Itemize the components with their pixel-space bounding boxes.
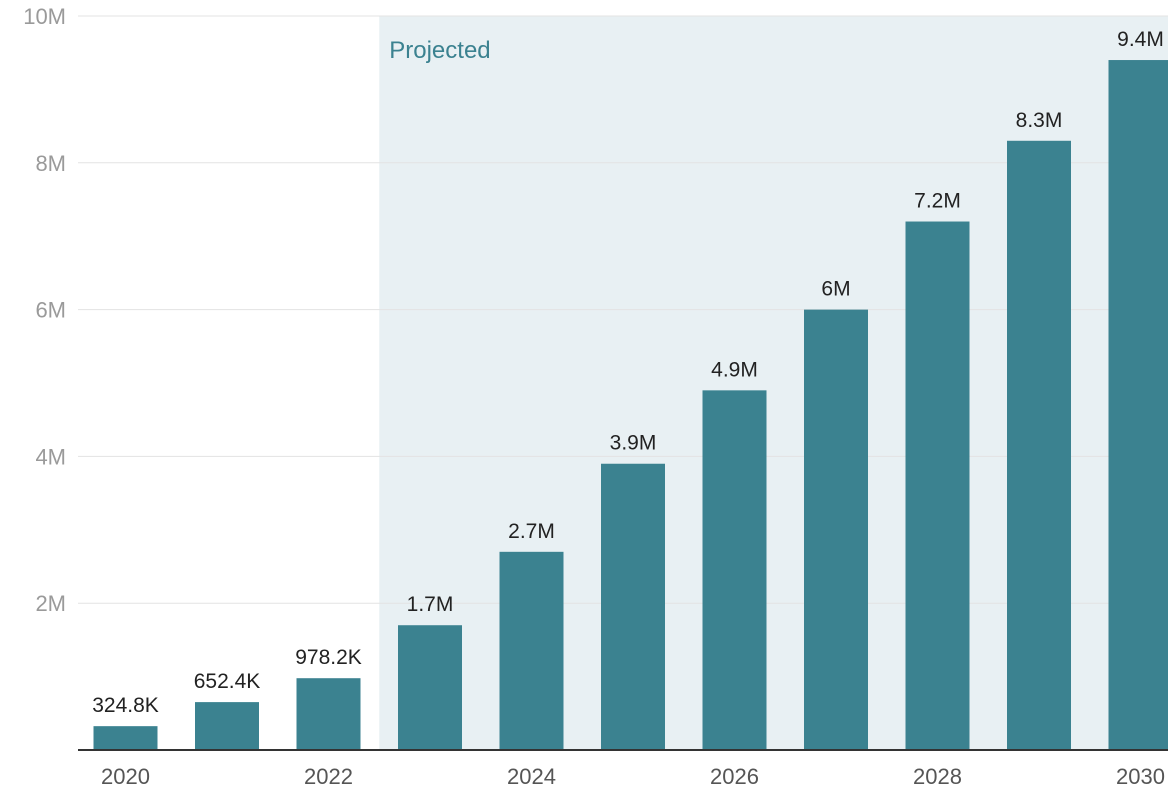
y-tick-labels: 2M 4M 6M 8M 10M [23,4,66,616]
y-tick-label: 10M [23,4,66,29]
bar-value-label: 7.2M [914,190,961,213]
bar-value-label: 4.9M [711,358,758,381]
bar-2020 [93,726,158,750]
bar-value-label: 8.3M [1016,109,1063,132]
x-tick-label: 2026 [710,764,759,786]
bar-2025 [601,463,665,750]
x-tick-label: 2020 [101,764,150,786]
bar-2030 [1108,60,1168,751]
bar-value-label: 978.2K [295,646,362,669]
bar-value-labels: 324.8K 652.4K 978.2K 1.7M 2.7M 3.9M 4.9M 6M 7.2M… [92,28,1164,717]
bar-value-label: 324.8K [92,694,159,717]
x-tick-label: 2022 [304,764,353,786]
bar-value-label: 1.7M [407,593,454,616]
bar-2029 [1007,140,1071,750]
y-tick-label: 6M [35,298,66,323]
bar-2024 [499,551,564,750]
y-tick-label: 2M [35,591,66,616]
bar-value-label: 652.4K [194,670,261,693]
bars [93,60,1168,751]
bar-value-label: 9.4M [1117,28,1164,51]
bar-value-label: 3.9M [610,432,657,455]
bar-2022 [296,678,361,750]
x-tick-labels: 2020 2022 2024 2026 2028 2030 [101,764,1165,786]
x-tick-label: 2030 [1116,764,1165,786]
projected-label: Projected [389,37,490,64]
bar-2028 [905,221,970,750]
bar-value-label: 2.7M [508,520,555,543]
gridlines [78,15,1168,604]
y-tick-label: 4M [35,444,66,469]
x-tick-label: 2024 [507,764,556,786]
bar-2023 [398,625,462,750]
bar-2021 [195,702,259,750]
bar-2026 [702,390,767,750]
bar-value-label: 6M [821,278,850,301]
y-tick-label: 8M [35,151,66,176]
x-tick-label: 2028 [913,764,962,786]
bar-2027 [804,309,868,750]
